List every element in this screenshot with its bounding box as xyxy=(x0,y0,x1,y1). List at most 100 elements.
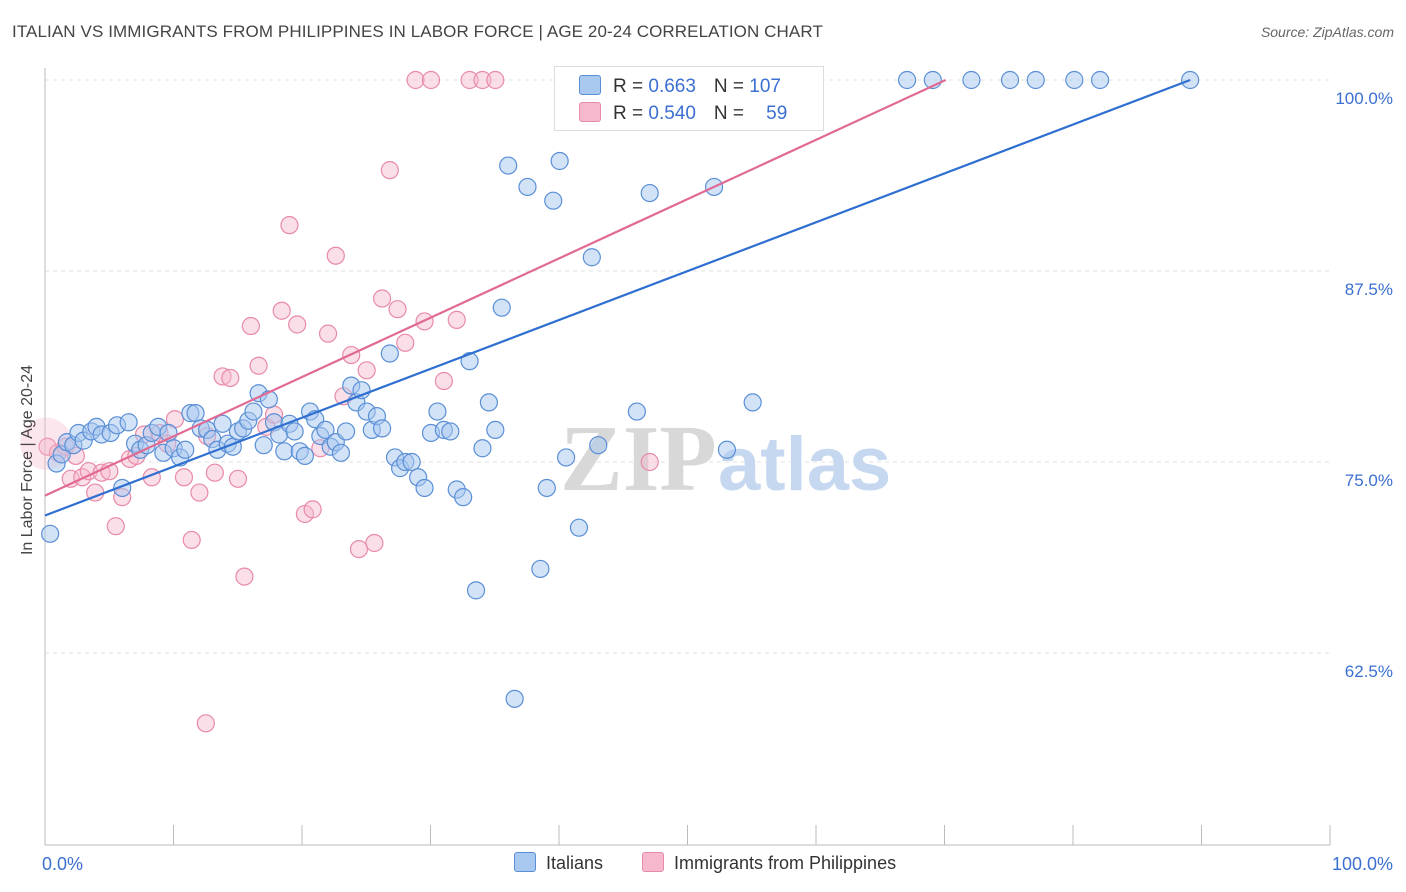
point-italians-85 xyxy=(537,478,556,498)
point-italians-82 xyxy=(505,689,524,708)
series-italians-points xyxy=(41,70,1200,708)
point-italians-83 xyxy=(518,177,537,197)
trend-line-italians xyxy=(44,78,1191,517)
point-philippines-28 xyxy=(241,316,260,336)
legend-swatch-philippines xyxy=(579,102,601,122)
point-philippines-20 xyxy=(182,530,201,550)
point-philippines-0 xyxy=(38,437,57,456)
point-philippines-25 xyxy=(221,368,240,388)
series-philippines-points xyxy=(20,70,659,733)
point-italians-90 xyxy=(582,248,601,267)
point-philippines-48 xyxy=(396,333,415,352)
point-italians-62 xyxy=(380,344,399,363)
point-italians-13 xyxy=(119,413,138,432)
point-italians-78 xyxy=(479,393,498,412)
point-italians-91 xyxy=(589,436,608,455)
stats-legend: R = 0.663 N = 107 R = 0.540 N = 59 xyxy=(554,66,824,131)
point-philippines-53 xyxy=(447,310,466,329)
point-philippines-26 xyxy=(228,469,248,488)
point-philippines-23 xyxy=(205,463,224,482)
point-philippines-27 xyxy=(235,567,254,586)
legend-n-value-philippines: 59 xyxy=(766,103,788,124)
grid-lines xyxy=(45,79,1330,654)
point-italians-79 xyxy=(486,420,505,440)
legend-r-value-philippines: 0.540 xyxy=(648,103,696,124)
point-philippines-47 xyxy=(388,300,407,319)
x-tick-label-end: 100.0% xyxy=(1332,854,1393,874)
point-italians-23 xyxy=(176,440,195,459)
point-italians-93 xyxy=(627,402,646,421)
legend-row-philippines: R = 0.540 N = 59 xyxy=(579,102,787,125)
point-philippines-55 xyxy=(473,70,492,90)
axes xyxy=(44,68,1331,846)
point-italians-42 xyxy=(275,442,294,461)
point-italians-76 xyxy=(466,581,486,600)
legend-r-label: R = xyxy=(613,76,649,97)
point-philippines-51 xyxy=(421,70,441,90)
point-philippines-42 xyxy=(349,539,369,559)
point-philippines-46 xyxy=(380,161,399,180)
bottom-legend-swatch-philippines xyxy=(642,852,664,872)
legend-swatch-italians xyxy=(579,75,601,95)
point-philippines-58 xyxy=(196,714,215,733)
point-philippines-43 xyxy=(357,361,376,380)
point-italians-104 xyxy=(1065,70,1084,90)
chart-title: ITALIAN VS IMMIGRANTS FROM PHILIPPINES I… xyxy=(12,22,823,41)
point-philippines-57 xyxy=(640,452,659,472)
point-philippines-10 xyxy=(106,517,125,536)
bottom-legend-label-philippines: Immigrants from Philippines xyxy=(674,853,897,873)
point-italians-54 xyxy=(336,422,356,441)
point-italians-72 xyxy=(441,422,460,441)
trend-lines xyxy=(44,78,1191,517)
point-italians-74 xyxy=(454,488,473,507)
point-philippines-56 xyxy=(486,70,505,90)
point-italians-94 xyxy=(640,183,659,203)
legend-n-value-italians: 107 xyxy=(749,76,781,97)
legend-r-label: R = xyxy=(613,103,649,124)
bottom-legend-philippines: Immigrants from Philippines xyxy=(642,852,896,874)
point-italians-89 xyxy=(569,518,589,537)
point-italians-68 xyxy=(415,478,434,498)
point-italians-99 xyxy=(897,70,917,90)
point-italians-70 xyxy=(428,402,447,421)
point-italians-103 xyxy=(1026,70,1045,90)
point-philippines-24 xyxy=(213,367,232,386)
point-italians-46 xyxy=(295,446,315,465)
point-philippines-21 xyxy=(190,483,209,502)
point-philippines-29 xyxy=(249,356,268,375)
y-tick-label-2: 87.5% xyxy=(1345,280,1393,299)
point-philippines-19 xyxy=(174,468,194,487)
y-tick-label-3: 100.0% xyxy=(1335,89,1393,108)
x-tick-label-start: 0.0% xyxy=(42,854,83,874)
point-italians-0 xyxy=(41,524,60,543)
point-italians-86 xyxy=(544,191,563,210)
trend-line-philippines xyxy=(44,79,947,497)
point-italians-97 xyxy=(717,440,737,459)
point-philippines-33 xyxy=(280,216,299,235)
watermark: ZIP atlas xyxy=(560,407,891,511)
point-philippines-52 xyxy=(434,371,453,391)
point-italians-77 xyxy=(473,439,492,458)
legend-row-italians: R = 0.663 N = 107 xyxy=(579,75,781,98)
point-italians-44 xyxy=(285,422,304,441)
point-italians-81 xyxy=(499,156,518,175)
legend-r-value-italians: 0.663 xyxy=(648,76,696,97)
point-italians-53 xyxy=(331,443,351,462)
point-italians-75 xyxy=(460,352,479,371)
point-philippines-38 xyxy=(318,324,338,343)
point-philippines-39 xyxy=(326,246,345,265)
y-axis-label: In Labor Force | Age 20-24 xyxy=(19,364,36,556)
point-philippines-45 xyxy=(373,289,392,308)
bottom-legend-swatch-italians xyxy=(514,852,536,872)
point-italians-36 xyxy=(244,402,263,421)
point-italians-87 xyxy=(550,151,569,171)
bottom-legend-label-italians: Italians xyxy=(546,853,604,873)
point-italians-30 xyxy=(213,414,232,433)
y-tick-label-0: 62.5% xyxy=(1345,662,1393,681)
watermark-zip: ZIP xyxy=(560,407,717,511)
point-italians-105 xyxy=(1090,70,1110,90)
y-tick-label-1: 75.0% xyxy=(1345,471,1393,490)
point-philippines-32 xyxy=(272,301,291,320)
point-italians-88 xyxy=(556,448,576,467)
point-italians-66 xyxy=(402,452,421,472)
